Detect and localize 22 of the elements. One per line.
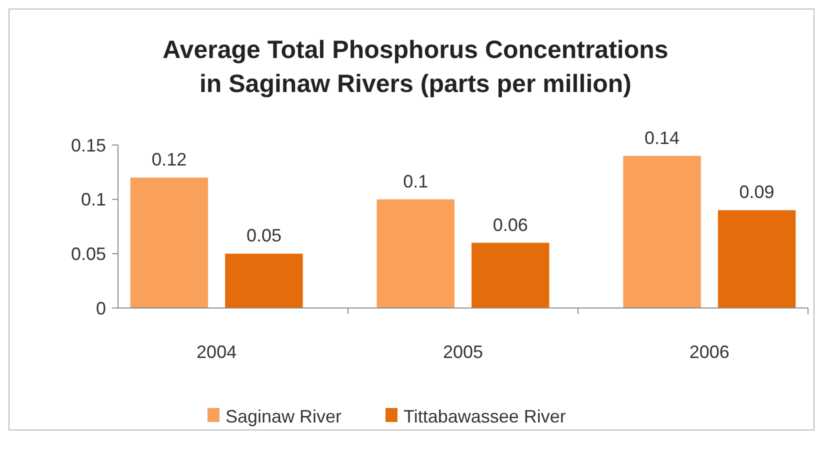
bar (225, 254, 303, 308)
chart-title: Average Total Phosphorus Concentrations in Saginaw Rivers (parts per million) (162, 36, 668, 98)
x-tick-label: 2004 (196, 342, 237, 362)
data-label: 0.14 (644, 128, 680, 148)
x-tick-label: 2005 (442, 342, 484, 362)
bar (718, 210, 796, 308)
x-tick-label: 2006 (689, 342, 730, 362)
y-tick-label: 0.05 (70, 244, 106, 264)
bar (376, 199, 454, 308)
legend-label: Tittabawassee River (404, 406, 566, 426)
bar (472, 242, 550, 308)
data-label: 0.09 (739, 182, 774, 202)
data-label: 0.05 (246, 226, 282, 246)
data-label: 0.06 (492, 214, 528, 235)
bar (130, 178, 208, 308)
y-tick-label: 0.1 (80, 190, 106, 210)
data-label: 0.12 (152, 150, 187, 170)
data-label: 0.1 (403, 171, 428, 192)
y-tick-label: 0.15 (70, 135, 106, 156)
y-tick-label: 0 (96, 298, 106, 318)
legend-label: Saginaw River (226, 406, 342, 426)
bar (623, 156, 701, 308)
